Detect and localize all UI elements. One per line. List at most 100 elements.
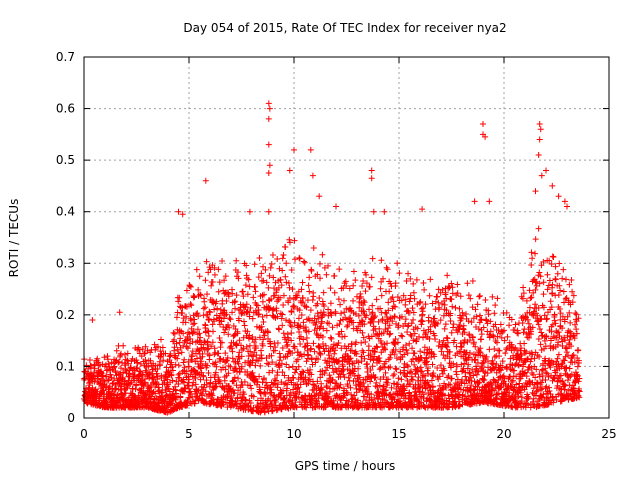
data-point xyxy=(360,334,367,341)
data-point xyxy=(428,377,435,384)
data-point xyxy=(550,333,557,340)
data-point xyxy=(108,374,115,381)
data-point xyxy=(369,255,376,262)
data-point xyxy=(299,279,306,286)
data-point xyxy=(381,363,388,370)
data-point xyxy=(509,362,516,369)
data-point xyxy=(473,371,480,378)
data-point xyxy=(104,356,111,363)
data-point xyxy=(211,264,218,271)
data-point xyxy=(417,298,424,305)
data-point xyxy=(291,237,298,244)
data-point xyxy=(371,374,378,381)
data-point xyxy=(247,348,254,355)
data-point xyxy=(524,316,531,323)
data-point xyxy=(326,362,333,369)
data-point xyxy=(458,361,465,368)
data-point xyxy=(429,361,436,368)
data-point xyxy=(348,391,355,398)
data-point xyxy=(325,306,332,313)
data-point xyxy=(303,303,309,310)
data-point xyxy=(526,377,533,384)
data-point xyxy=(545,373,552,380)
data-point xyxy=(532,250,539,257)
data-point xyxy=(307,146,314,153)
data-point xyxy=(373,379,380,386)
data-point xyxy=(381,387,388,394)
data-point xyxy=(238,353,245,360)
data-point xyxy=(278,406,285,413)
data-point xyxy=(447,382,454,389)
data-point xyxy=(251,339,258,346)
data-point xyxy=(242,359,249,366)
data-point xyxy=(404,377,411,384)
data-point xyxy=(326,372,333,379)
data-point xyxy=(434,320,441,327)
data-point xyxy=(482,133,489,140)
data-point xyxy=(449,284,456,291)
data-point xyxy=(222,312,229,319)
data-point xyxy=(268,403,275,410)
data-point xyxy=(197,292,204,299)
data-point xyxy=(446,348,453,355)
data-point xyxy=(204,339,211,346)
data-point xyxy=(195,286,202,293)
data-point xyxy=(86,357,93,364)
data-point xyxy=(520,329,527,336)
data-point xyxy=(491,310,498,317)
data-point xyxy=(291,319,298,326)
data-point xyxy=(250,393,257,400)
data-point xyxy=(261,291,268,298)
data-point xyxy=(451,337,458,344)
data-point xyxy=(566,309,573,316)
data-point xyxy=(369,363,376,370)
data-point xyxy=(474,359,481,366)
data-point xyxy=(537,273,544,280)
data-point xyxy=(209,321,216,328)
data-point xyxy=(289,286,296,293)
data-point xyxy=(461,329,468,336)
data-point xyxy=(380,275,387,282)
data-point xyxy=(363,386,370,393)
data-point xyxy=(367,367,374,374)
data-point xyxy=(314,399,321,406)
data-point xyxy=(261,375,268,382)
data-point xyxy=(283,260,290,267)
data-point xyxy=(404,328,411,335)
data-point xyxy=(347,355,354,362)
data-point xyxy=(438,348,445,355)
data-point xyxy=(292,369,299,376)
data-point xyxy=(411,350,418,357)
data-point xyxy=(189,353,196,360)
data-point xyxy=(465,361,472,368)
data-point xyxy=(528,249,535,256)
data-point xyxy=(310,340,317,347)
data-point xyxy=(288,330,295,337)
data-point xyxy=(387,354,394,361)
data-point xyxy=(282,380,289,387)
data-point xyxy=(488,381,495,388)
data-point xyxy=(337,317,344,324)
data-point xyxy=(427,276,434,283)
data-points xyxy=(81,100,583,416)
data-point xyxy=(378,292,385,299)
data-point xyxy=(113,385,120,392)
data-point xyxy=(268,261,275,268)
data-point xyxy=(532,279,539,286)
data-point xyxy=(352,277,359,284)
data-point xyxy=(291,345,298,352)
data-point xyxy=(385,356,392,363)
data-point xyxy=(233,257,240,264)
data-point xyxy=(542,376,549,383)
data-point xyxy=(466,370,473,377)
data-point xyxy=(198,369,205,376)
data-point xyxy=(333,392,340,399)
data-point xyxy=(436,373,443,380)
data-point xyxy=(190,329,197,336)
data-point xyxy=(225,370,232,377)
data-point xyxy=(190,312,197,319)
data-point xyxy=(473,313,480,320)
data-point xyxy=(282,244,289,251)
data-point xyxy=(513,381,520,388)
